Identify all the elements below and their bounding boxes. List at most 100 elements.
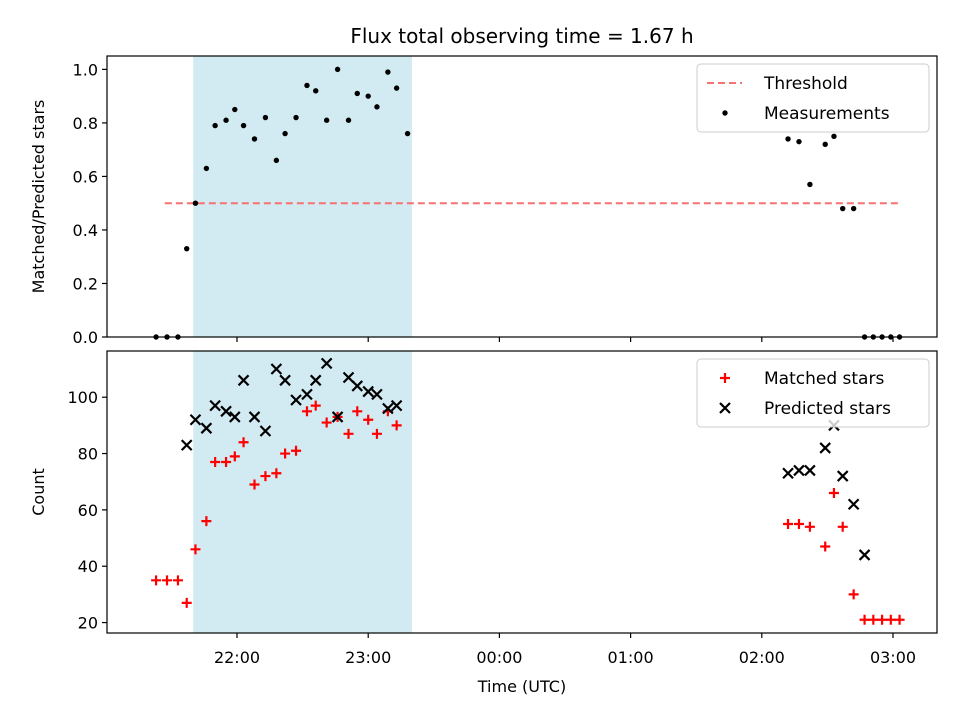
bottom-plus-point	[371, 428, 382, 439]
top-legend-label: Measurements	[764, 104, 890, 124]
bottom-plus-point	[820, 541, 831, 552]
top-dot-point	[374, 104, 380, 110]
bottom-legend-plus-swatch	[720, 373, 730, 383]
top-dot-point	[334, 66, 341, 73]
top-dot-point	[212, 122, 218, 129]
bottom-plus-point	[310, 400, 321, 411]
bottom-x-point	[819, 442, 831, 454]
bottom-x-point	[362, 385, 374, 398]
bottom-x-point	[248, 411, 261, 423]
top-dot-point	[385, 69, 391, 75]
bottom-plus-point	[229, 451, 240, 462]
bottom-plus-point	[151, 575, 162, 586]
top-dot-point	[273, 157, 280, 164]
bottom-plus-point	[885, 614, 896, 625]
top-dot-point	[251, 136, 258, 142]
top-y-tick-label: 0.0	[73, 328, 98, 347]
bottom-plus-point	[343, 428, 354, 439]
top-panel-ratio: 0.0 0.2 0.4 0.6 0.8 1.0 Matched/Predicted star…	[29, 55, 938, 347]
top-y-tick-label: 0.8	[73, 114, 98, 133]
bottom-plus-point	[352, 406, 363, 417]
bottom-x-point	[836, 470, 849, 482]
top-y-tick-label: 1.0	[73, 60, 98, 79]
bottom-y-tick-label: 80	[78, 445, 98, 464]
top-dot-point	[184, 245, 190, 252]
top-dot-point	[365, 93, 371, 99]
bottom-plus-point	[190, 544, 201, 555]
top-dot-point	[192, 200, 199, 206]
top-dot-point	[262, 114, 269, 121]
bottom-x-point	[200, 422, 213, 434]
bottom-x-point	[382, 402, 394, 415]
bottom-plus-point	[868, 614, 879, 625]
bottom-plus-point	[238, 437, 249, 448]
bottom-plus-point	[837, 521, 848, 532]
bottom-x-point	[220, 405, 232, 418]
top-dot-point	[850, 205, 857, 212]
bottom-plus-point	[210, 456, 221, 467]
bottom-x-tick-label: 22:00	[214, 648, 260, 667]
top-axes-frame	[106, 55, 938, 338]
bottom-legend: Matched stars Predicted stars	[696, 358, 930, 428]
bottom-plus-point	[301, 406, 312, 417]
top-dot-point	[232, 106, 238, 113]
bottom-x-point	[804, 464, 816, 477]
top-legend-box	[696, 63, 930, 133]
bottom-plus-point	[804, 521, 815, 532]
bottom-plus-point	[260, 471, 271, 482]
top-dot-point	[840, 205, 846, 212]
bottom-legend-label: Predicted stars	[764, 399, 891, 419]
bottom-y-axis-label: Count	[29, 468, 48, 516]
bottom-plus-point	[894, 614, 905, 625]
bottom-plus-point	[877, 614, 888, 625]
bottom-plus-point	[162, 575, 173, 586]
bottom-x-point	[209, 399, 221, 412]
bottom-x-tick-label: 02:00	[739, 648, 785, 667]
bottom-x-point	[180, 439, 193, 451]
top-dot-point	[313, 88, 319, 94]
bottom-plus-point	[172, 575, 183, 586]
top-legend-label: Threshold	[763, 74, 848, 94]
bottom-plus-point	[828, 487, 839, 498]
x-axis-label: Time (UTC)	[477, 677, 566, 696]
top-y-tick-label: 0.2	[73, 274, 98, 293]
bottom-plus-point	[783, 518, 794, 529]
top-dot-point	[323, 117, 330, 123]
top-dot-point	[393, 85, 400, 91]
top-dot-point	[822, 141, 828, 148]
top-y-axis-label: Matched/Predicted stars	[29, 100, 48, 294]
bottom-x-point	[342, 371, 355, 384]
bottom-y-tick-label: 40	[78, 557, 98, 576]
bottom-x-point	[279, 374, 291, 387]
bottom-y-tick-label: 20	[78, 614, 98, 633]
bottom-x-tick-label: 23:00	[345, 648, 391, 667]
bottom-x-tick-label: 00:00	[476, 648, 522, 667]
bottom-plus-point	[201, 516, 212, 527]
bottom-x-point	[301, 388, 313, 401]
bottom-plus-point	[221, 456, 232, 467]
bottom-y-tick-label: 100	[67, 388, 98, 407]
bottom-x-point	[229, 411, 241, 423]
bottom-x-tick-label: 01:00	[608, 648, 654, 667]
bottom-x-point	[309, 374, 322, 387]
top-dot-point	[354, 90, 360, 97]
bottom-legend-label: Matched stars	[764, 369, 884, 389]
bottom-legend-x-swatch	[719, 402, 731, 414]
top-dot-point	[404, 130, 411, 137]
top-legend-dot-swatch	[722, 110, 728, 116]
bottom-panel-counts: 20 40 60 80 100 22:00 23:00 00:00 01:00 02:00 03:0…	[29, 350, 938, 667]
bottom-x-tick-label: 03:00	[870, 648, 916, 667]
top-dot-point	[345, 117, 352, 123]
top-dot-point	[304, 82, 310, 89]
bottom-x-point	[390, 399, 403, 412]
bottom-plus-point	[249, 479, 260, 490]
bottom-x-point	[331, 411, 344, 423]
bottom-x-point	[793, 464, 805, 477]
top-dot-point	[223, 117, 229, 123]
bottom-x-point	[371, 388, 383, 401]
top-observing-window	[193, 56, 412, 337]
top-dot-point	[807, 181, 813, 188]
top-dot-point	[293, 114, 299, 121]
bottom-plus-point	[321, 417, 332, 428]
